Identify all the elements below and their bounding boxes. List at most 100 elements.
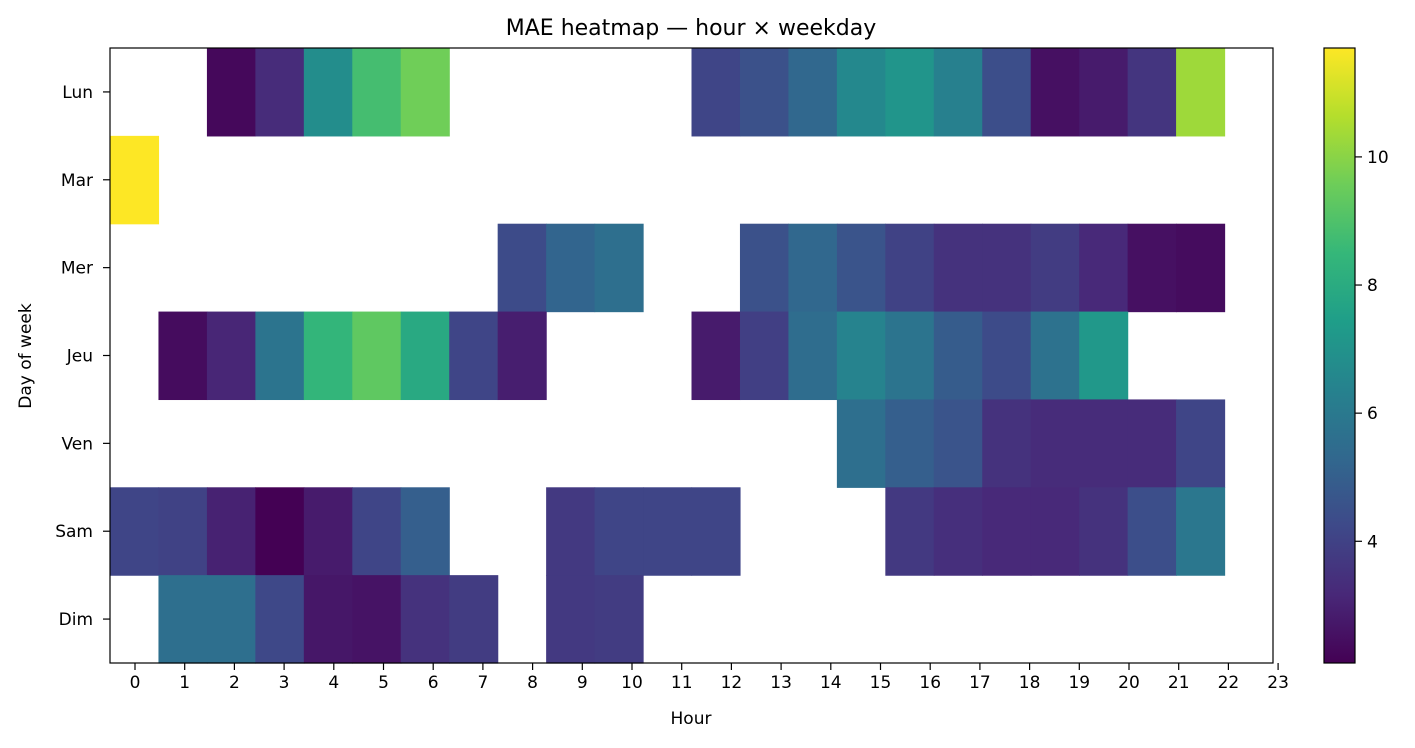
heatmap-cell: [206, 575, 256, 664]
x-tick-label: 1: [179, 673, 190, 693]
heatmap-cell: [303, 48, 353, 137]
heatmap-cell: [400, 575, 450, 664]
heatmap-cell: [303, 487, 353, 576]
y-tick-label: Mar: [61, 171, 93, 191]
x-tick-label: 10: [621, 673, 643, 693]
heatmap-cell: [836, 223, 886, 313]
heatmap-cell: [352, 575, 402, 664]
x-tick-label: 3: [279, 673, 290, 693]
heatmap-cell: [982, 311, 1032, 401]
heatmap-cell: [206, 487, 256, 576]
heatmap-cell: [255, 575, 305, 664]
colorbar: 4 6 8 10: [1323, 47, 1389, 664]
heatmap-cell: [255, 311, 305, 401]
heatmap-cell: [1030, 48, 1080, 137]
heatmap-cell: [1030, 223, 1080, 313]
heatmap-cell: [1079, 399, 1129, 488]
chart-title: MAE heatmap — hour × weekday: [506, 16, 876, 41]
heatmap-cell: [885, 399, 935, 488]
x-tick-label: 17: [969, 673, 991, 693]
heatmap-cell: [449, 575, 499, 664]
y-axis-ticks: Lun Mar Mer Jeu Ven Sam Dim: [55, 83, 110, 630]
heatmap-cell: [1127, 399, 1177, 488]
colorbar-tick-label: 6: [1367, 404, 1378, 424]
heatmap-cell: [1127, 223, 1177, 313]
heatmap-cell: [1079, 311, 1129, 401]
heatmap-cell: [982, 487, 1032, 576]
heatmap-cell: [739, 311, 790, 401]
y-tick-label: Lun: [62, 83, 93, 103]
heatmap-cell: [933, 223, 983, 313]
x-tick-label: 18: [1019, 673, 1041, 693]
y-tick-label: Dim: [59, 610, 93, 630]
heatmap-cell: [1079, 487, 1129, 576]
x-tick-label: 11: [671, 673, 693, 693]
heatmap-cell: [594, 223, 644, 313]
heatmap-cell: [982, 48, 1032, 137]
x-tick-label: 23: [1267, 673, 1289, 693]
x-axis-label: Hour: [671, 709, 712, 729]
heatmap-cell: [933, 311, 983, 401]
heatmap-cell: [691, 487, 741, 576]
x-tick-label: 14: [820, 673, 842, 693]
heatmap-cell: [158, 575, 208, 664]
heatmap-cell: [546, 487, 596, 576]
heatmap-cell: [1030, 311, 1080, 401]
colorbar-tick-label: 4: [1367, 532, 1378, 552]
x-tick-label: 12: [721, 673, 743, 693]
heatmap-cell: [546, 575, 596, 664]
x-tick-label: 19: [1068, 673, 1090, 693]
heatmap-cell: [352, 487, 402, 576]
heatmap-cell: [643, 487, 693, 576]
heatmap-cell: [885, 223, 935, 313]
heatmap-cell: [982, 223, 1032, 313]
heatmap-cell: [885, 487, 935, 576]
x-tick-label: 21: [1168, 673, 1190, 693]
x-tick-label: 5: [378, 673, 389, 693]
heatmap-cell: [982, 399, 1032, 488]
heatmap-cell: [836, 311, 886, 401]
heatmap-cell: [1176, 223, 1226, 313]
heatmap-cell: [206, 311, 256, 401]
heatmap-cell: [255, 487, 305, 576]
heatmap-cell: [836, 399, 886, 488]
heatmap-cell: [836, 48, 886, 137]
heatmap-cell: [1079, 48, 1129, 137]
heatmap-cell: [1030, 399, 1080, 488]
heatmap-cell: [400, 311, 450, 401]
colorbar-tick-label: 10: [1367, 148, 1389, 168]
heatmap-cell: [352, 311, 402, 401]
heatmap-cell: [788, 311, 838, 401]
heatmap-cell: [739, 223, 790, 313]
heatmap-cell: [1176, 48, 1226, 137]
y-axis-label: Day of week: [16, 303, 36, 409]
heatmap-cell: [352, 48, 402, 137]
heatmap-cell: [885, 311, 935, 401]
heatmap-cell: [788, 48, 838, 137]
heatmap-cell: [1176, 487, 1226, 576]
heatmap-cell: [400, 48, 450, 137]
heatmap-cell: [1176, 399, 1226, 488]
heatmap-cell: [400, 487, 450, 576]
x-tick-label: 22: [1218, 673, 1240, 693]
y-tick-label: Jeu: [66, 347, 93, 367]
x-tick-label: 20: [1118, 673, 1140, 693]
heatmap-cell: [691, 48, 741, 137]
heatmap-cell: [1030, 487, 1080, 576]
colorbar-frame: [1323, 47, 1356, 664]
y-tick-label: Ven: [61, 434, 93, 454]
x-tick-label: 8: [527, 673, 538, 693]
heatmap-cell: [546, 223, 596, 313]
x-tick-label: 6: [428, 673, 439, 693]
heatmap-cell: [933, 48, 983, 137]
heatmap-cell: [110, 487, 160, 576]
x-tick-label: 15: [870, 673, 892, 693]
x-tick-label: 2: [229, 673, 240, 693]
colorbar-tick-label: 8: [1367, 276, 1378, 296]
heatmap-cell: [158, 487, 208, 576]
heatmap-cell: [739, 48, 790, 137]
heatmap-cell: [933, 487, 983, 576]
x-tick-label: 0: [130, 673, 141, 693]
heatmap-cell: [1127, 487, 1177, 576]
